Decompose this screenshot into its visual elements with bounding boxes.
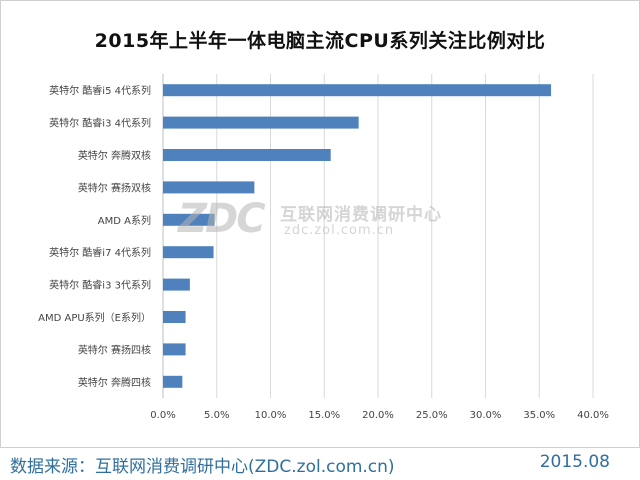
- footer-source: 数据来源：互联网消费调研中心(ZDC.zol.com.cn): [10, 457, 395, 477]
- watermark-name: 互联网消费调研中心: [280, 205, 442, 225]
- bar: [163, 246, 214, 259]
- category-label: 英特尔 奔腾四核: [78, 376, 151, 389]
- watermark-logo: ZDC: [178, 196, 266, 242]
- bar: [163, 149, 331, 161]
- bar: [163, 278, 190, 291]
- footer: 数据来源：互联网消费调研中心(ZDC.zol.com.cn) 2015.08: [0, 448, 640, 480]
- footer-date: 2015.08: [539, 452, 610, 472]
- grid-layer: [162, 74, 594, 398]
- category-label: 英特尔 酷睿i7 4代系列: [49, 246, 151, 259]
- x-tick-label: 30.0%: [470, 410, 502, 421]
- x-tick-label: 5.0%: [204, 410, 229, 421]
- tick-labels: 0.0% 5.0% 10.0% 15.0% 20.0% 25.0% 30.0% 35.0% 40…: [150, 410, 609, 421]
- category-label: AMD APU系列（E系列）: [38, 311, 151, 324]
- bar: [163, 375, 183, 388]
- bar: [163, 181, 255, 194]
- x-tick-label: 40.0%: [577, 410, 609, 421]
- bar-layer: [163, 84, 552, 388]
- x-tick-label: 15.0%: [308, 410, 340, 421]
- category-label: 英特尔 赛扬四核: [78, 343, 151, 356]
- category-label: AMD A系列: [98, 214, 151, 227]
- category-label: 英特尔 奔腾双核: [78, 149, 151, 162]
- category-label: 英特尔 酷睿i5 4代系列: [49, 84, 151, 97]
- bar: [163, 84, 552, 97]
- x-tick-label: 0.0%: [150, 410, 175, 421]
- bar: [163, 213, 215, 226]
- chart-title: 2015年上半年一体电脑主流CPU系列关注比例对比: [94, 30, 546, 52]
- category-label: 英特尔 酷睿i3 3代系列: [49, 279, 151, 292]
- bar: [163, 343, 186, 356]
- category-label: 英特尔 赛扬双核: [78, 181, 151, 194]
- x-tick-label: 10.0%: [255, 410, 287, 421]
- category-label: 英特尔 酷睿i3 4代系列: [49, 117, 151, 130]
- watermark-url: zdc.zol.com.cn: [284, 223, 395, 238]
- bar: [163, 311, 186, 323]
- bar: [163, 116, 359, 129]
- x-tick-label: 20.0%: [362, 410, 394, 421]
- x-tick-label: 35.0%: [523, 410, 555, 421]
- chart-frame: [0, 0, 640, 448]
- x-tick-label: 25.0%: [416, 410, 448, 421]
